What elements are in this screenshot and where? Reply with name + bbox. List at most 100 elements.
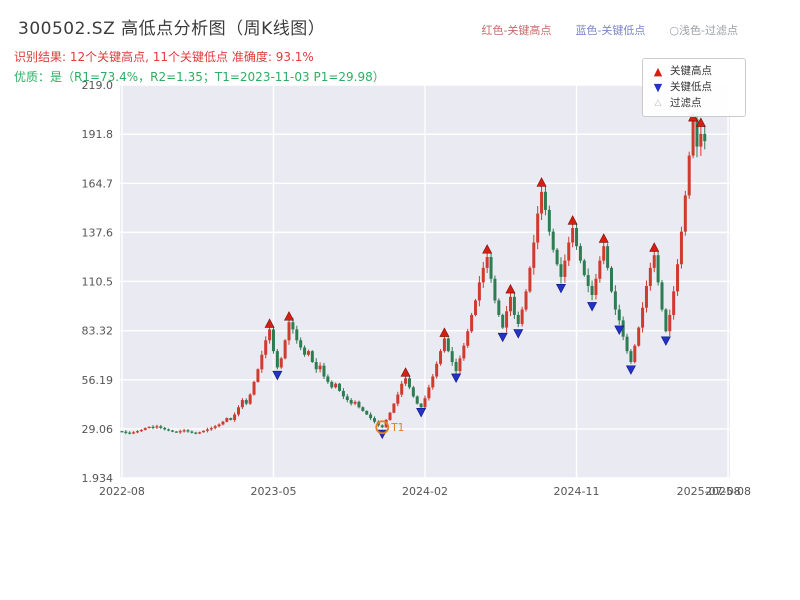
candle-body <box>431 376 435 388</box>
key-high-marker <box>695 117 706 127</box>
candle-body <box>462 345 466 359</box>
candle-body <box>283 340 287 359</box>
key-high-marker <box>598 233 609 243</box>
legend-filtered-label: ○浅色-过滤点 <box>669 24 738 37</box>
candle-body <box>400 383 404 395</box>
candle-body <box>299 340 303 348</box>
x-tick-label: 2022-08 <box>99 485 145 498</box>
candle-body <box>244 400 248 404</box>
candle-body <box>124 431 128 433</box>
candle-body <box>621 320 625 337</box>
candle-body <box>470 314 474 332</box>
candle-body <box>190 431 194 433</box>
candle-body <box>240 400 244 408</box>
key-high-triangle-icon: ▲ <box>653 65 663 78</box>
candle-body <box>703 133 707 142</box>
page-title: 300502.SZ 高低点分析图（周K线图） <box>18 19 326 39</box>
candle-body <box>310 351 314 363</box>
chart-legend-box: ▲ 关键高点 ▼ 关键低点 △ 过滤点 <box>642 58 746 117</box>
key-low-marker <box>555 283 566 294</box>
candle-body <box>442 338 446 352</box>
candle-body <box>194 432 198 434</box>
candle-body <box>264 340 268 355</box>
candle-body <box>380 425 384 428</box>
candle-body <box>147 426 151 429</box>
candle-body <box>516 314 520 324</box>
candle-body <box>322 365 326 377</box>
key-high-marker <box>536 177 547 187</box>
candle-body <box>182 430 186 432</box>
candle-body <box>365 410 369 415</box>
candle-body <box>668 314 672 332</box>
candle-body <box>540 191 544 214</box>
candle-body <box>567 242 571 261</box>
key-low-marker <box>587 302 598 312</box>
candle-body <box>248 394 252 404</box>
candle-body <box>551 231 555 250</box>
candle-body <box>625 336 629 352</box>
candle-body <box>155 426 159 428</box>
candle-body <box>237 407 241 415</box>
legend-high-label: 红色-关键高点 <box>481 24 552 37</box>
candle-body <box>407 378 411 388</box>
candle-body <box>679 231 683 265</box>
candle-body <box>178 431 182 433</box>
y-tick-label: 1.934 <box>82 472 114 485</box>
y-tick-label: 137.6 <box>82 226 114 239</box>
key-low-triangle-icon: ▼ <box>653 81 663 94</box>
candle-body <box>419 403 423 408</box>
y-tick-label: 29.06 <box>82 423 114 436</box>
key-high-marker <box>482 244 493 254</box>
candle-body <box>159 426 163 428</box>
candle-body <box>252 381 256 395</box>
candle-body <box>532 242 536 268</box>
candle-body <box>439 351 443 364</box>
candle-body <box>256 369 260 382</box>
key-high-marker <box>284 311 295 321</box>
candle-body <box>388 412 392 420</box>
legend-item-filtered: △ 过滤点 <box>652 98 736 109</box>
key-low-marker <box>416 407 427 418</box>
candle-body <box>396 394 400 404</box>
candle-body <box>637 327 641 346</box>
candle-body <box>167 429 171 431</box>
candle-body <box>524 291 528 310</box>
candle-body <box>372 418 376 422</box>
candle-body <box>648 267 652 286</box>
key-low-marker <box>272 370 283 381</box>
key-high-marker <box>688 111 699 122</box>
y-tick-label: 164.7 <box>82 177 114 190</box>
key-high-marker <box>649 242 660 252</box>
legend-item-key-low: ▼ 关键低点 <box>652 82 736 93</box>
candle-body <box>225 418 229 422</box>
candle-body <box>606 246 610 268</box>
candle-body <box>508 296 512 312</box>
candle-body <box>609 267 613 292</box>
candle-body <box>543 191 547 210</box>
candle-body <box>582 260 586 276</box>
candle-body <box>652 255 656 268</box>
candle-body <box>450 351 454 363</box>
key-low-marker <box>660 336 671 346</box>
legend-item-label: 关键高点 <box>670 65 712 78</box>
candle-body <box>672 291 676 315</box>
candle-body <box>423 398 427 408</box>
candle-body <box>174 431 178 433</box>
key-low-marker <box>625 365 636 375</box>
candle-body <box>330 381 334 388</box>
candle-body <box>691 119 695 156</box>
t1-circle <box>375 420 390 435</box>
candle-body <box>314 362 318 370</box>
candle-body <box>295 329 299 341</box>
candle-body <box>683 195 687 232</box>
candle-body <box>512 296 516 315</box>
y-tick-label: 219.0 <box>82 79 114 92</box>
candle-body <box>571 228 575 243</box>
candle-body <box>641 307 645 328</box>
candle-body <box>660 282 664 310</box>
candle-body <box>202 430 206 433</box>
candle-body <box>598 260 602 279</box>
candle-body <box>349 400 353 404</box>
key-high-marker <box>567 215 578 225</box>
candle-body <box>275 351 279 368</box>
